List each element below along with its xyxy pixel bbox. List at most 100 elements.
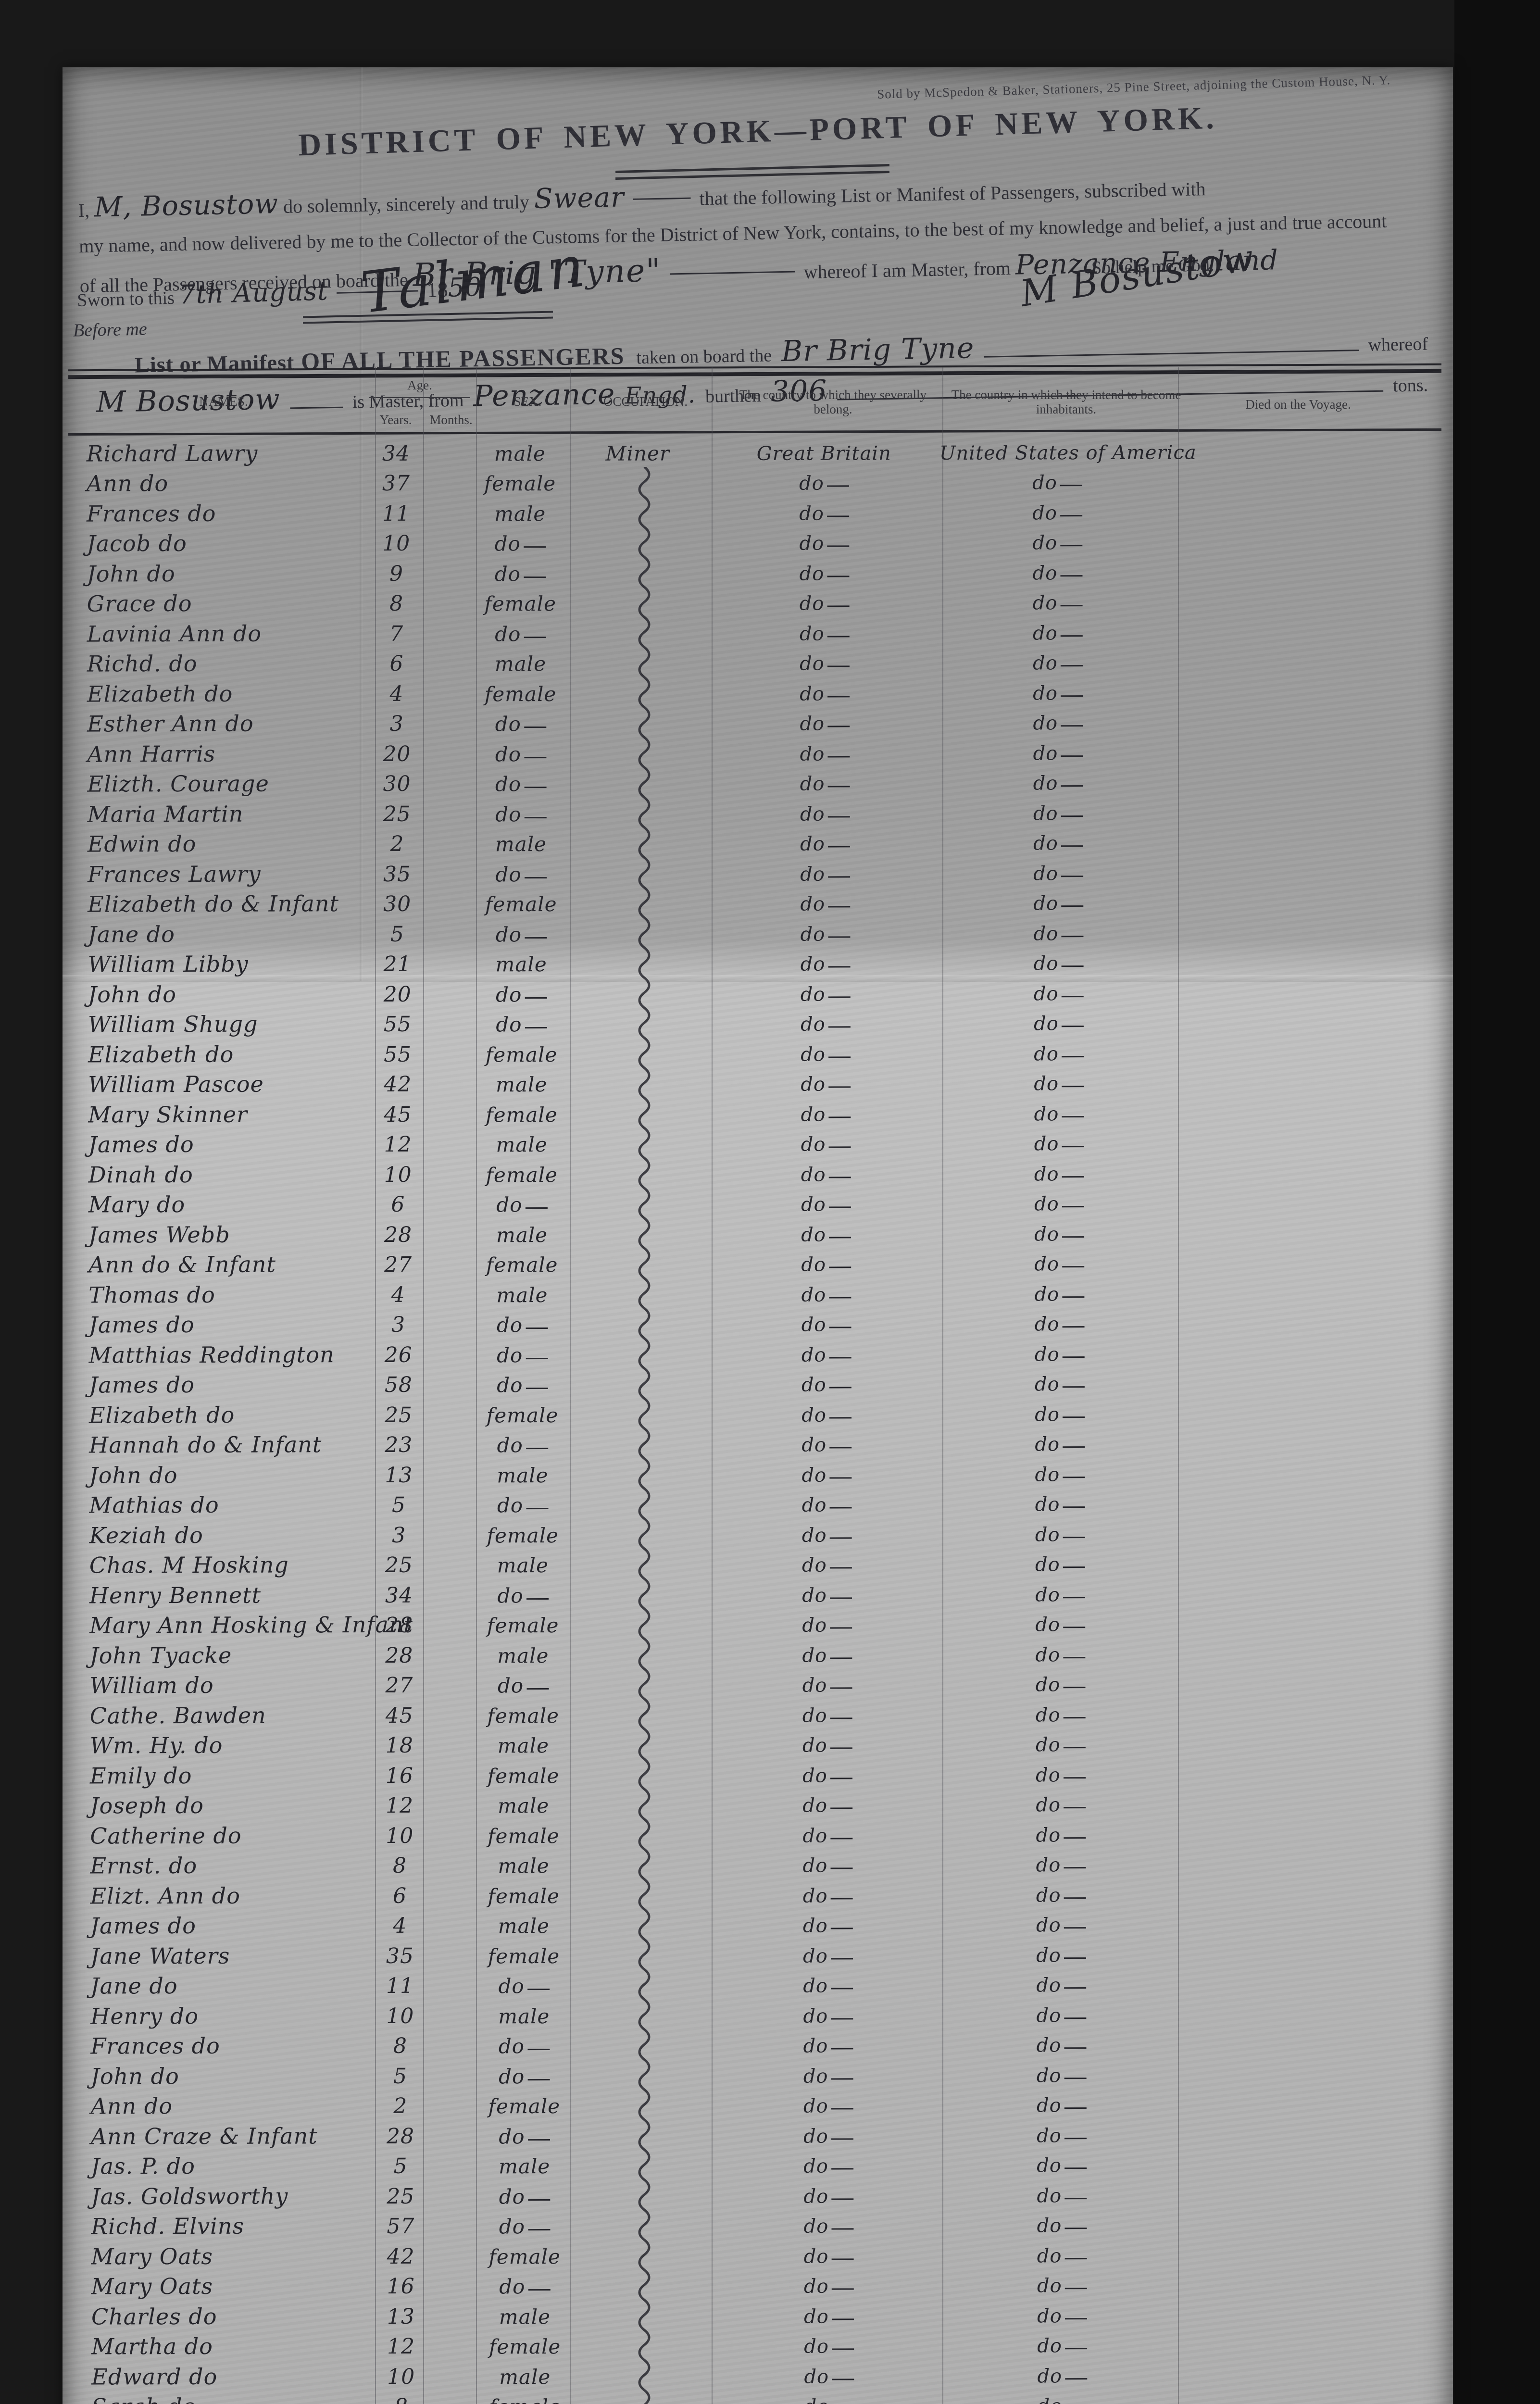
whereof-label: whereof — [1368, 334, 1428, 356]
cell-inhab: do — [940, 742, 1176, 766]
passenger-rows: Richard Lawry34maleMinerGreat BritainUni… — [69, 435, 1417, 2404]
cell-yrs: 25 — [376, 2184, 425, 2210]
cell-occ — [567, 645, 709, 648]
cell-sex: female — [478, 2395, 572, 2404]
cell-belong: do — [709, 592, 940, 617]
cell-belong: do — [709, 502, 939, 526]
cell-mos — [423, 1637, 476, 1639]
cell-name: Frances Lawry — [70, 861, 373, 889]
header-died-on-voyage: Died on the Voyage. — [1183, 397, 1414, 412]
cell-yrs: 42 — [374, 1072, 422, 1099]
cell-belong: do — [712, 1584, 942, 1608]
cell-inhab: do — [940, 772, 1176, 797]
cell-name: Edwin do — [70, 830, 373, 859]
cell-occ — [570, 1577, 712, 1579]
cell-mos — [424, 1788, 476, 1790]
cell-yrs: 11 — [376, 1974, 424, 2000]
passenger-row: Jacob do10dododo — [69, 525, 1411, 559]
cell-occ — [569, 1276, 711, 1278]
cell-occ — [567, 675, 709, 677]
cell-yrs: 4 — [373, 681, 421, 708]
cell-belong: do — [714, 2395, 944, 2404]
cell-name: Elizth. Courage — [70, 770, 373, 799]
cell-yrs: 20 — [373, 741, 421, 768]
cell-belong: do — [711, 1374, 942, 1398]
cell-name: Jacob do — [69, 530, 372, 559]
cell-belong: do — [710, 953, 941, 977]
cell-yrs: 8 — [376, 2034, 424, 2060]
cell-occ — [567, 735, 709, 738]
cell-inhab: do — [943, 1914, 1179, 1939]
cell-belong: do — [710, 863, 940, 887]
cell-belong: do — [713, 2185, 944, 2209]
cell-yrs: 12 — [374, 1132, 422, 1159]
header-names: NAMES. — [72, 394, 375, 409]
cell-yrs: 26 — [375, 1342, 423, 1369]
cell-inhab: do — [941, 1163, 1177, 1187]
cell-inhab: do — [941, 1193, 1177, 1217]
cell-inhab: do — [940, 862, 1176, 887]
cell-belong: do — [709, 532, 939, 557]
passenger-row: Thomas do4maledodo — [71, 1276, 1413, 1310]
cell-occ — [568, 1006, 710, 1008]
cell-sex: male — [476, 1794, 570, 1820]
cell-sex: female — [475, 1102, 568, 1128]
cell-yrs: 13 — [377, 2304, 425, 2330]
cell-inhab: do — [939, 532, 1175, 556]
cell-sex: female — [476, 1764, 570, 1790]
cell-mos — [423, 1607, 476, 1609]
cell-sex: female — [476, 1824, 570, 1850]
cell-yrs: 30 — [373, 772, 421, 798]
cell-mos — [425, 2329, 478, 2330]
passenger-row: William Shugg55dododo — [71, 1006, 1412, 1039]
cell-mos — [422, 976, 475, 978]
cell-mos — [424, 1697, 476, 1699]
cell-occ — [571, 2088, 713, 2090]
cell-mos — [423, 1427, 476, 1429]
cell-yrs: 5 — [373, 922, 421, 948]
cell-occ — [567, 555, 709, 557]
cell-occ — [569, 1366, 711, 1369]
cell-inhab: do — [943, 1703, 1178, 1728]
cell-yrs: 58 — [375, 1373, 423, 1399]
cell-name: Jas. Goldsworthy — [74, 2182, 376, 2211]
header-years: Years. — [369, 413, 422, 427]
cell-name: Charles do — [74, 2303, 377, 2331]
cell-occ — [569, 1427, 711, 1429]
cell-name: Henry do — [73, 2003, 376, 2031]
before-me-label: Before me — [73, 318, 148, 341]
cell-name: Jane do — [70, 921, 373, 950]
taken-on-board-label: taken on board the — [636, 345, 772, 368]
cell-mos — [425, 2148, 477, 2150]
cell-name: Mary Ann Hosking & Infant — [72, 1612, 375, 1640]
cell-occ — [571, 1967, 713, 1970]
cell-yrs: 28 — [375, 1613, 423, 1640]
cell-name: Wm. Hy. do — [73, 1732, 376, 1761]
cell-belong: do — [710, 923, 940, 947]
cell-belong: do — [711, 1283, 941, 1308]
cell-sex: female — [474, 592, 567, 618]
cell-occ — [568, 886, 710, 888]
cell-name: Elizabeth do — [72, 1402, 375, 1430]
cell-sex: male — [473, 441, 567, 467]
cell-name: Mary Oats — [74, 2242, 377, 2271]
cell-mos — [420, 495, 473, 497]
cell-mos — [422, 1036, 475, 1038]
cell-inhab: do — [944, 2365, 1180, 2389]
cell-inhab: do — [940, 712, 1176, 737]
header-age: Age. — [369, 378, 470, 392]
cell-mos — [425, 2298, 478, 2300]
cell-name: Ann do & Infant — [71, 1251, 374, 1280]
passenger-row: Elizabeth do & Infant30femaledodo — [70, 886, 1412, 919]
cell-sex: do — [476, 1373, 569, 1399]
cell-occ — [570, 1516, 712, 1519]
cell-occ — [568, 795, 710, 798]
cell-name: James do — [71, 1131, 374, 1160]
cell-inhab: do — [941, 1223, 1177, 1247]
cell-inhab: do — [940, 682, 1176, 706]
cell-sex: female — [477, 1884, 571, 1910]
cell-belong: do — [712, 1734, 943, 1759]
cell-belong: do — [711, 1343, 942, 1368]
cell-belong: do — [712, 1824, 943, 1849]
cell-mos — [424, 1878, 477, 1879]
